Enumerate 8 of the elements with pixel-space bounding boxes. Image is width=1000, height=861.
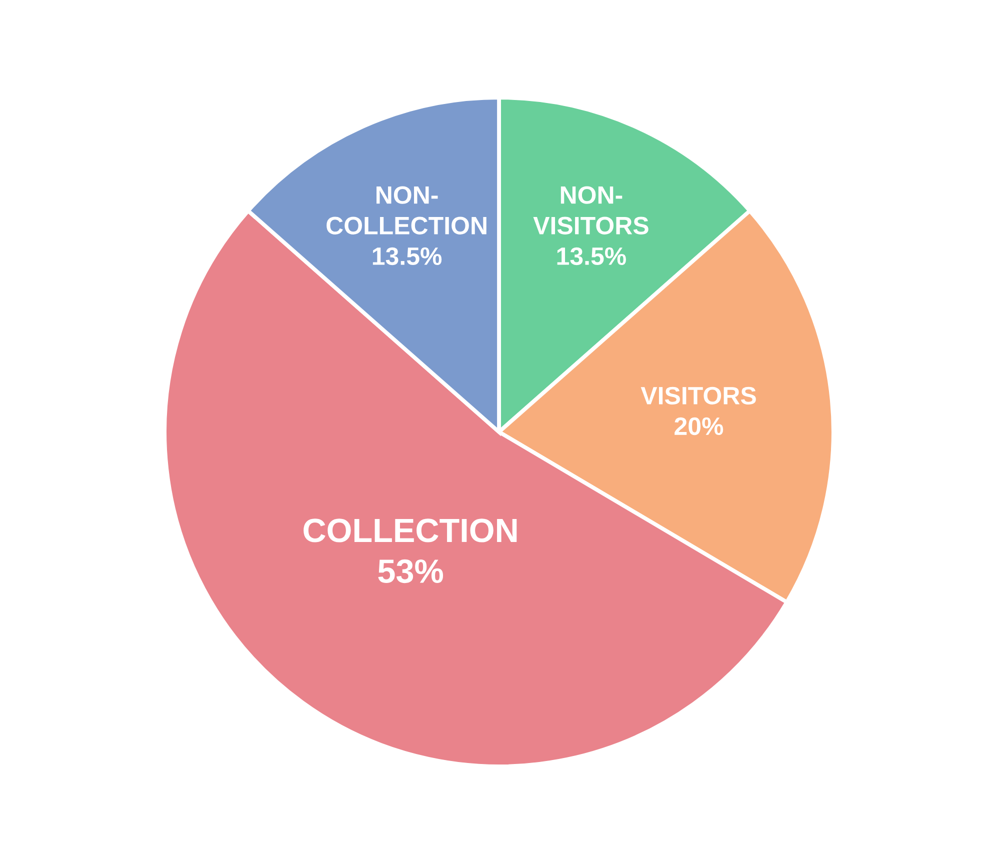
slice-label: COLLECTION [304,518,517,542]
data-label: 13.5% [372,247,442,266]
slice-label: NON- COLLECTION [326,186,486,234]
data-label: 53% [378,559,444,584]
data-label: 13.5% [557,247,626,266]
data-label: 20% [674,417,724,436]
slice-label: VISITORS [640,386,756,405]
slice-label: NON- VISITORS [533,186,648,234]
